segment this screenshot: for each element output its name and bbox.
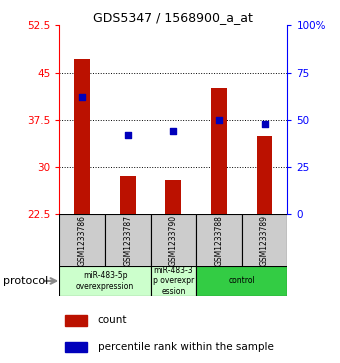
Bar bbox=[74, 59, 90, 214]
Text: miR-483-3
p overexpr
ession: miR-483-3 p overexpr ession bbox=[153, 266, 194, 296]
Text: protocol: protocol bbox=[3, 276, 49, 286]
Bar bbox=[151, 266, 196, 296]
Bar bbox=[59, 266, 151, 296]
Bar bbox=[59, 214, 105, 267]
Bar bbox=[242, 214, 287, 267]
Point bbox=[262, 121, 267, 126]
Bar bbox=[120, 176, 136, 214]
Text: GSM1233786: GSM1233786 bbox=[78, 215, 87, 266]
Bar bbox=[196, 214, 242, 267]
Text: miR-483-5p
overexpression: miR-483-5p overexpression bbox=[76, 271, 134, 291]
Text: GSM1233788: GSM1233788 bbox=[215, 215, 223, 266]
Text: percentile rank within the sample: percentile rank within the sample bbox=[98, 342, 273, 352]
Bar bbox=[211, 88, 227, 214]
Point bbox=[125, 132, 131, 138]
Bar bbox=[151, 214, 196, 267]
Text: GSM1233790: GSM1233790 bbox=[169, 215, 178, 266]
Bar bbox=[166, 180, 181, 214]
Text: GSM1233789: GSM1233789 bbox=[260, 215, 269, 266]
Text: count: count bbox=[98, 315, 127, 326]
Text: control: control bbox=[228, 277, 255, 285]
Bar bbox=[65, 342, 87, 352]
Point bbox=[216, 117, 222, 123]
Title: GDS5347 / 1568900_a_at: GDS5347 / 1568900_a_at bbox=[94, 11, 253, 24]
Bar bbox=[105, 214, 151, 267]
Bar bbox=[196, 266, 287, 296]
Point bbox=[171, 128, 176, 134]
Text: GSM1233787: GSM1233787 bbox=[123, 215, 132, 266]
Point bbox=[80, 94, 85, 100]
Bar bbox=[257, 135, 272, 214]
Bar bbox=[65, 315, 87, 326]
